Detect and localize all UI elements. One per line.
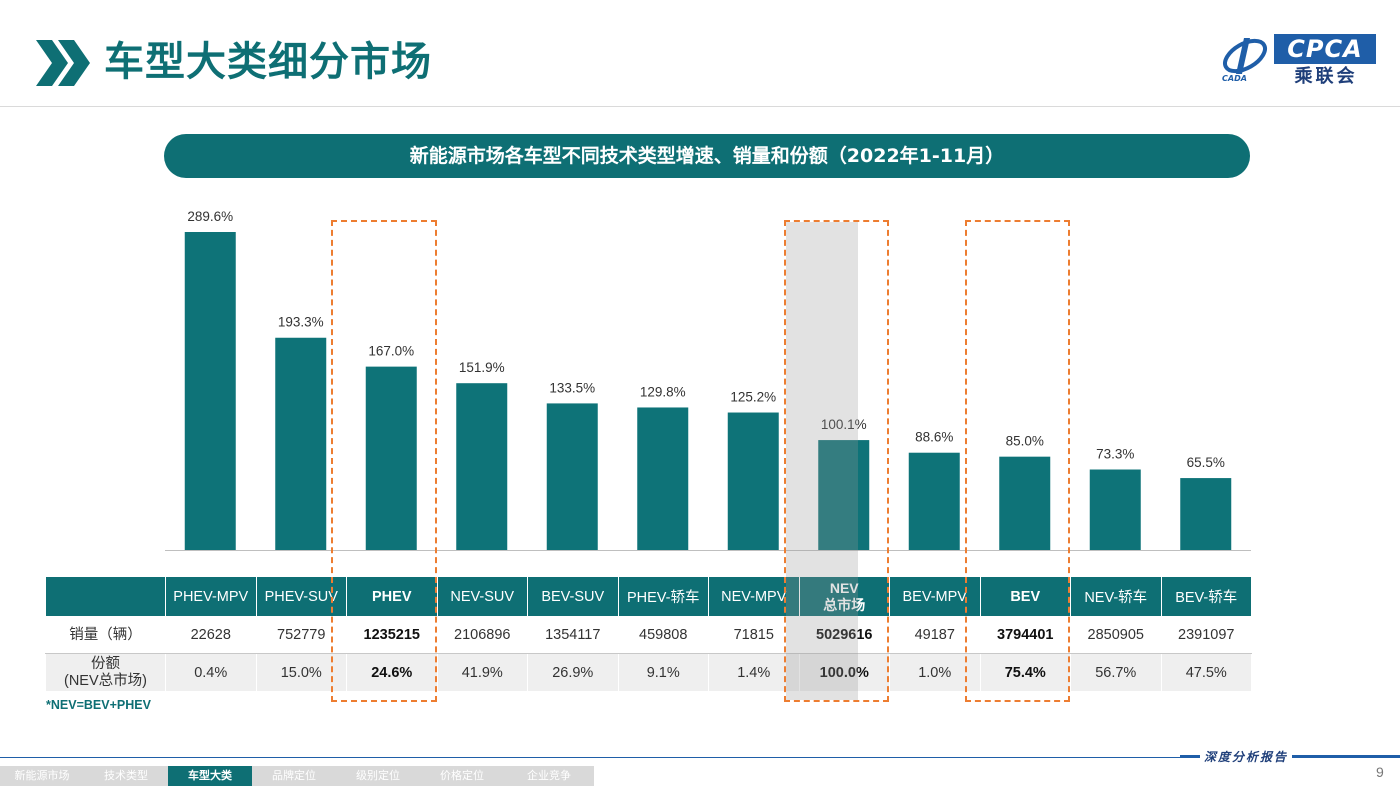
- bar-BEV-MPV: [908, 452, 960, 550]
- bar-value-label: 65.5%: [1187, 455, 1225, 470]
- row-label-share: 份额 (NEV总市场): [45, 653, 166, 692]
- bar-NEV-轿车: [1089, 469, 1141, 550]
- chevron-right-icon: [36, 40, 90, 86]
- row-label-line: (NEV总市场): [64, 672, 147, 689]
- table-corner-cell: [45, 576, 166, 617]
- section-nav: 新能源市场 技术类型 车型大类 品牌定位 级别定位 价格定位 企业竞争: [0, 766, 594, 786]
- table-cell: 1354117: [527, 616, 619, 654]
- header-divider: [0, 106, 1400, 107]
- footer-divider: [0, 757, 1400, 758]
- page-number: 9: [1376, 764, 1384, 780]
- nav-tab[interactable]: 品牌定位: [252, 766, 336, 786]
- table-header-cell: PHEV-轿车: [617, 576, 709, 617]
- report-label: 深度分析报告: [1200, 748, 1293, 765]
- bar-PHEV-SUV: [275, 337, 327, 550]
- table-cell: 0.4%: [165, 653, 257, 692]
- table-row-share: 份额 (NEV总市场) 0.4% 15.0% 24.6% 41.9% 26.9% 9.1% 1.…: [45, 653, 1252, 692]
- page-title: 车型大类细分市场: [104, 39, 432, 85]
- table-cell: 47.5%: [1160, 653, 1252, 692]
- table-cell: 3794401: [979, 616, 1071, 654]
- table-header-cell: BEV-轿车: [1160, 576, 1252, 617]
- bar-NEV-MPV: [727, 412, 779, 550]
- phev-highlight-box: [331, 220, 437, 702]
- header-line: NEV: [829, 579, 859, 596]
- footnote: *NEV=BEV+PHEV: [46, 698, 151, 712]
- bar-value-label: 88.6%: [915, 430, 953, 445]
- table-cell: 9.1%: [617, 653, 709, 692]
- table-cell: 2850905: [1070, 616, 1162, 654]
- table-cell: 22628: [165, 616, 257, 654]
- bar-NEV总市场: [818, 440, 870, 550]
- nev-market-highlight: [785, 222, 858, 700]
- table-cell: 1235215: [346, 616, 438, 654]
- table-header-cell: BEV-SUV: [527, 576, 619, 617]
- table-header-cell: NEV-SUV: [436, 576, 528, 617]
- bar-NEV-SUV: [456, 383, 508, 550]
- table-header-row: PHEV-MPV PHEV-SUV PHEV NEV-SUV BEV-SUV PHEV-轿…: [45, 576, 1252, 617]
- nav-tab[interactable]: 价格定位: [420, 766, 504, 786]
- nav-tab[interactable]: 技术类型: [84, 766, 168, 786]
- bar-value-label: 125.2%: [730, 390, 776, 405]
- table-cell: 2391097: [1160, 616, 1252, 654]
- chart-title-banner: 新能源市场各车型不同技术类型增速、销量和份额（2022年1-11月）: [164, 134, 1250, 178]
- logo-text: CPCA: [1274, 34, 1376, 64]
- row-label-line: 份额: [91, 655, 120, 672]
- table-cell: 5029616: [798, 616, 890, 654]
- row-label-sales: 销量（辆）: [45, 616, 166, 654]
- bar-value-labels: 289.6% 193.3% 167.0% 151.9% 133.5% 129.8% 125.…: [187, 209, 1225, 470]
- cpca-logo: CADA CPCA 乘联会: [1218, 30, 1378, 90]
- bar-value-label: 151.9%: [459, 360, 505, 375]
- bar-value-label: 73.3%: [1096, 447, 1134, 462]
- logo-subtitle: 乘联会: [1294, 66, 1358, 87]
- table-cell: 100.0%: [798, 653, 890, 692]
- nav-tab[interactable]: 新能源市场: [0, 766, 84, 786]
- bar-BEV-SUV: [546, 403, 598, 550]
- growth-bar-chart: 289.6% 193.3% 167.0% 151.9% 133.5% 129.8% 125.…: [165, 209, 1251, 551]
- bar-value-label: 193.3%: [278, 315, 324, 330]
- table-cell: 2106896: [436, 616, 528, 654]
- nav-tab[interactable]: 级别定位: [336, 766, 420, 786]
- table-cell: 24.6%: [346, 653, 438, 692]
- bar-value-label: 167.0%: [368, 344, 414, 359]
- table-cell: 26.9%: [527, 653, 619, 692]
- sales-share-table: PHEV-MPV PHEV-SUV PHEV NEV-SUV BEV-SUV PHEV-轿…: [45, 576, 1252, 692]
- nev-highlight-box: [783, 220, 889, 702]
- bar-PHEV-MPV: [184, 232, 236, 550]
- table-header-cell: NEV 总市场: [798, 576, 890, 617]
- bar-value-label: 133.5%: [549, 380, 595, 395]
- table-cell: 41.9%: [436, 653, 528, 692]
- bar-PHEV-轿车: [637, 407, 689, 550]
- table-cell: 75.4%: [979, 653, 1071, 692]
- nav-tab[interactable]: 企业竞争: [504, 766, 594, 786]
- bars-group: [184, 232, 1232, 550]
- bar-value-label: 129.8%: [640, 384, 686, 399]
- nav-tab[interactable]: 车型大类: [168, 766, 252, 786]
- table-header-cell: NEV-轿车: [1070, 576, 1162, 617]
- bar-value-label: 100.1%: [821, 417, 867, 432]
- bar-BEV: [999, 456, 1051, 550]
- bev-highlight-box: [964, 220, 1070, 702]
- bar-value-label: 85.0%: [1006, 434, 1044, 449]
- header-line: 总市场: [823, 596, 866, 613]
- logo-mark-text: CADA: [1222, 74, 1247, 83]
- cada-emblem-icon: [1223, 38, 1267, 74]
- table-header-cell: PHEV-MPV: [165, 576, 257, 617]
- table-header-cell: PHEV: [346, 576, 438, 617]
- table-header-cell: BEV: [979, 576, 1071, 617]
- table-cell: 56.7%: [1070, 653, 1162, 692]
- bar-BEV-轿车: [1180, 478, 1232, 550]
- table-row-sales: 销量（辆） 22628 752779 1235215 2106896 1354117 459…: [45, 616, 1252, 654]
- bar-value-label: 289.6%: [187, 209, 233, 224]
- table-cell: 459808: [617, 616, 709, 654]
- bar-PHEV: [365, 366, 417, 550]
